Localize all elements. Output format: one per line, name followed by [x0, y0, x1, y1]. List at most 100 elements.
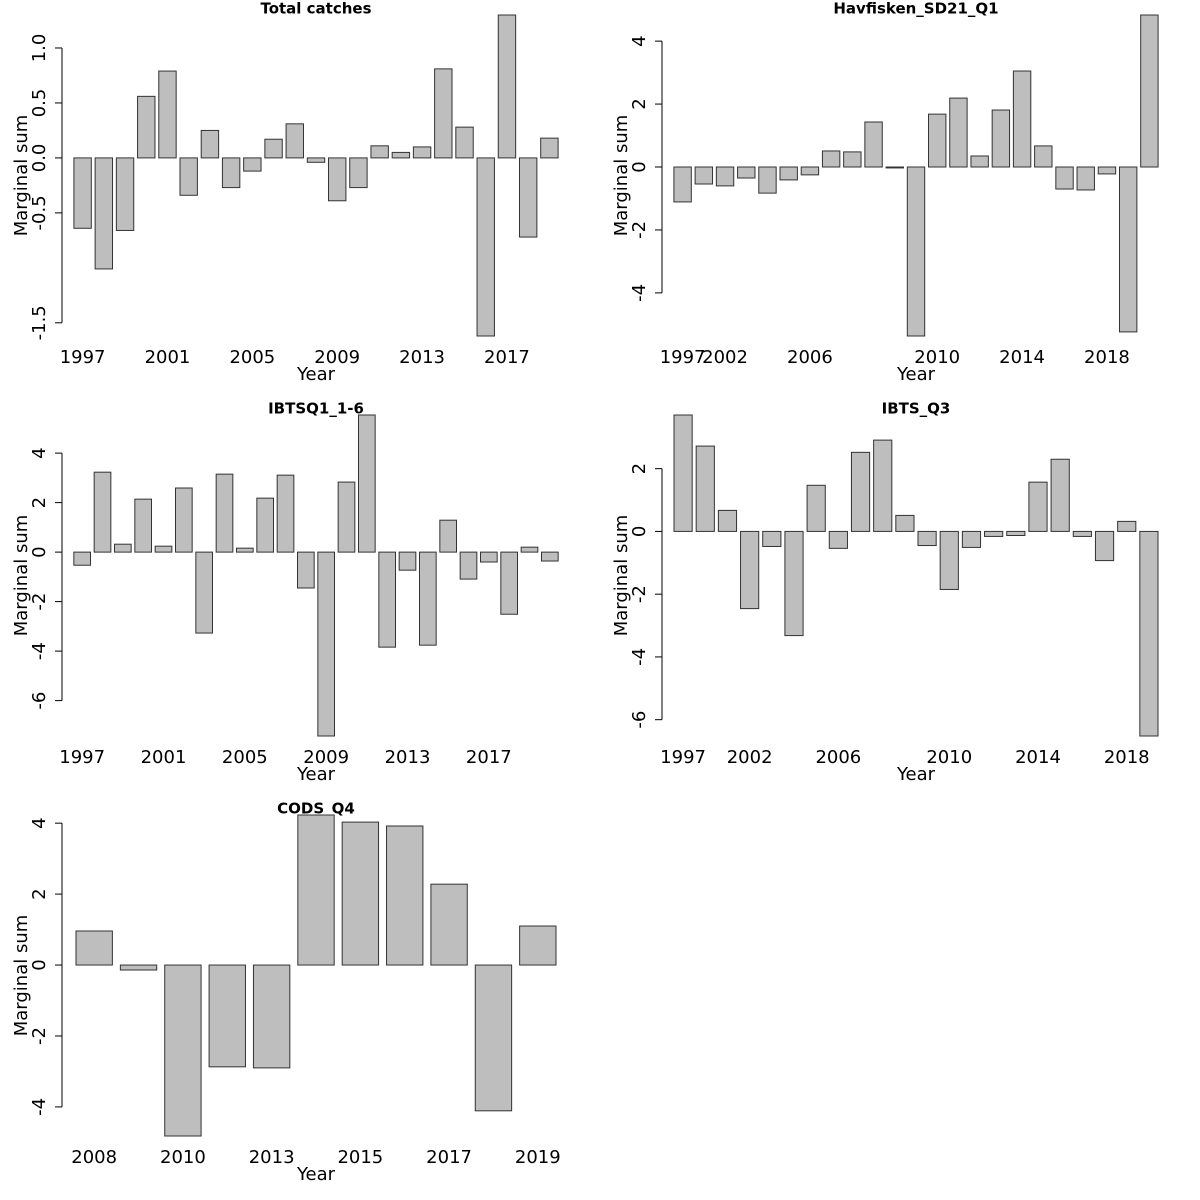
- y-tick-label: -2: [629, 585, 650, 603]
- bar: [434, 68, 453, 159]
- bar: [961, 530, 982, 548]
- bar: [306, 157, 326, 163]
- y-tick-label: -6: [629, 711, 650, 729]
- x-tick-label: 2013: [385, 747, 431, 768]
- bar: [895, 514, 915, 532]
- bar: [885, 166, 904, 169]
- bar: [93, 471, 112, 553]
- x-tick-label: 2002: [702, 347, 748, 368]
- bar: [497, 14, 517, 159]
- bar: [500, 551, 519, 615]
- x-tick-label: 2006: [815, 747, 861, 768]
- x-axis-label: Year: [296, 1164, 336, 1185]
- y-tick-label: 0: [629, 526, 650, 537]
- bar: [540, 551, 559, 562]
- x-tick-label: 2009: [303, 747, 349, 768]
- y-tick-label: 4: [29, 447, 50, 458]
- y-tick-label: -4: [29, 642, 50, 660]
- bar: [386, 825, 424, 966]
- x-tick-label: 1997: [660, 347, 706, 368]
- bar: [200, 129, 220, 159]
- y-tick-label: -1.5: [29, 305, 50, 340]
- y-tick-label: 0: [629, 161, 650, 172]
- bar: [1050, 458, 1070, 532]
- bar: [1006, 530, 1026, 536]
- bar: [357, 414, 376, 553]
- bar: [1034, 145, 1053, 168]
- x-tick-label: 2015: [337, 1147, 383, 1168]
- bar: [779, 166, 798, 181]
- x-tick-label: 1997: [59, 747, 105, 768]
- bar: [949, 97, 968, 168]
- bar: [1012, 70, 1032, 168]
- chart-title: IBTSQ1_1-6: [268, 400, 364, 418]
- bar: [337, 481, 356, 553]
- bar: [1055, 166, 1074, 190]
- bar: [113, 543, 132, 553]
- bar: [341, 821, 380, 966]
- y-axis-label: Marginal sum: [611, 515, 632, 637]
- y-tick-label: -4: [29, 1098, 50, 1116]
- bar: [235, 547, 254, 553]
- x-tick-label: 2005: [229, 347, 275, 368]
- x-tick-label: 2014: [1015, 747, 1061, 768]
- y-tick-label: 2: [29, 497, 50, 508]
- bar: [195, 551, 214, 634]
- bar: [215, 473, 234, 553]
- bar: [94, 157, 114, 270]
- y-tick-label: 0: [29, 959, 50, 970]
- bar: [519, 925, 557, 966]
- bar: [430, 883, 468, 966]
- bar: [784, 530, 804, 637]
- bar: [349, 157, 368, 189]
- x-tick-label: 2018: [1084, 347, 1130, 368]
- bar: [1139, 530, 1159, 737]
- x-tick-label: 2017: [426, 1147, 472, 1168]
- bar: [1094, 530, 1115, 562]
- bar: [297, 814, 335, 966]
- bar: [252, 964, 291, 1069]
- y-tick-label: 2: [29, 888, 50, 899]
- bar: [821, 150, 841, 168]
- bar: [391, 151, 411, 159]
- y-tick-label: -6: [29, 692, 50, 710]
- bar: [715, 166, 735, 187]
- bar: [984, 530, 1004, 537]
- x-axis-label: Year: [896, 764, 936, 785]
- bar: [694, 166, 714, 185]
- bar: [73, 551, 92, 566]
- bar: [412, 146, 432, 159]
- x-tick-label: 2019: [515, 1147, 561, 1168]
- bar: [939, 530, 959, 590]
- x-tick-label: 2013: [399, 347, 445, 368]
- bar: [843, 151, 862, 168]
- x-tick-label: 2001: [141, 747, 187, 768]
- bar: [864, 121, 883, 168]
- bar: [154, 545, 173, 553]
- y-tick-label: 2: [629, 98, 650, 109]
- y-tick-label: 0.5: [29, 89, 50, 118]
- x-tick-label: 2006: [787, 347, 833, 368]
- y-tick-label: -2: [29, 1027, 50, 1045]
- y-axis-label: Marginal sum: [11, 915, 32, 1037]
- bar: [256, 497, 275, 553]
- bar: [276, 474, 295, 553]
- y-tick-label: -4: [629, 284, 650, 302]
- bar: [479, 551, 498, 563]
- y-tick-label: -2: [629, 221, 650, 239]
- bar: [137, 95, 156, 159]
- bar: [873, 439, 893, 532]
- bar: [673, 166, 692, 203]
- y-axis-label: Marginal sum: [11, 515, 32, 637]
- bar: [174, 487, 193, 553]
- x-tick-label: 2013: [249, 1147, 295, 1168]
- chart-title: Total catches: [260, 0, 371, 18]
- y-tick-label: 1.0: [29, 34, 50, 63]
- x-axis-label: Year: [896, 364, 936, 385]
- chart-title: CODS_Q4: [277, 800, 355, 818]
- bar: [296, 551, 315, 589]
- bar: [1118, 166, 1138, 333]
- bar: [717, 509, 738, 532]
- y-tick-label: 0.0: [29, 144, 50, 173]
- bar: [378, 551, 397, 648]
